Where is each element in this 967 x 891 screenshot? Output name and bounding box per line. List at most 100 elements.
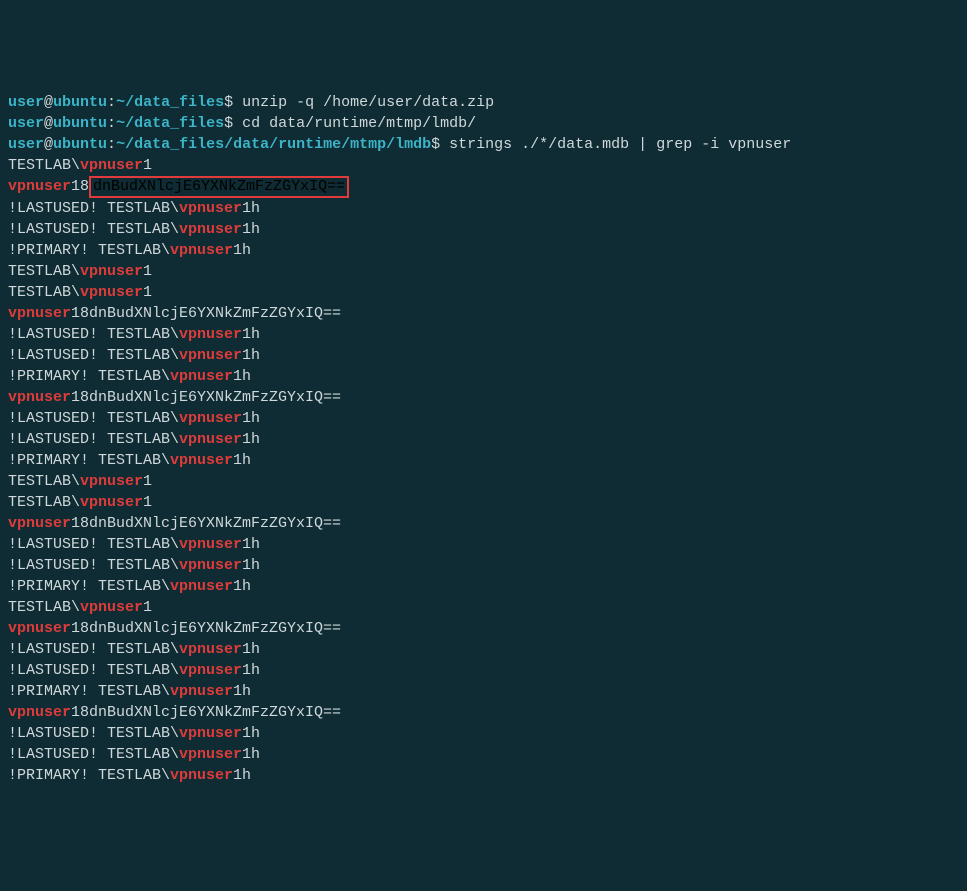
vpnuser-match: vpnuser: [179, 326, 242, 343]
lastused-prefix: !LASTUSED! TESTLAB\: [8, 410, 179, 427]
suffix-one: 1: [143, 494, 152, 511]
command-text: unzip -q /home/user/data.zip: [242, 94, 494, 111]
vpnuser-match: vpnuser: [179, 200, 242, 217]
vpnuser-match: vpnuser: [170, 452, 233, 469]
prompt-at: @: [44, 115, 53, 132]
output-line-primary: !PRIMARY! TESTLAB\vpnuser1h: [8, 366, 959, 387]
output-line-lastused: !LASTUSED! TESTLAB\vpnuser1h: [8, 744, 959, 765]
encoded-string: 18dnBudXNlcjE6YXNkZmFzZGYxIQ==: [71, 515, 341, 532]
prompt-line[interactable]: user@ubuntu:~/data_files/data/runtime/mt…: [8, 134, 959, 155]
command-text: cd data/runtime/mtmp/lmdb/: [242, 115, 476, 132]
prompt-line[interactable]: user@ubuntu:~/data_files$ unzip -q /home…: [8, 92, 959, 113]
suffix-1h: 1h: [233, 242, 251, 259]
output-line-primary: !PRIMARY! TESTLAB\vpnuser1h: [8, 681, 959, 702]
lastused-prefix: !LASTUSED! TESTLAB\: [8, 662, 179, 679]
suffix-one: 1: [143, 473, 152, 490]
encoded-string: 18dnBudXNlcjE6YXNkZmFzZGYxIQ==: [71, 620, 341, 637]
output-line-lastused: !LASTUSED! TESTLAB\vpnuser1h: [8, 723, 959, 744]
output-line-testlab: TESTLAB\vpnuser1: [8, 261, 959, 282]
output-line-encoded: vpnuser18dnBudXNlcjE6YXNkZmFzZGYxIQ==: [8, 702, 959, 723]
prompt-colon: :: [107, 94, 116, 111]
prompt-dollar: $: [431, 136, 440, 153]
testlab-prefix: TESTLAB\: [8, 494, 80, 511]
output-line-testlab: TESTLAB\vpnuser1: [8, 492, 959, 513]
prompt-colon: :: [107, 115, 116, 132]
command-text: strings ./*/data.mdb | grep -i vpnuser: [449, 136, 791, 153]
eighteen: 18: [71, 178, 89, 195]
output-line-lastused: !LASTUSED! TESTLAB\vpnuser1h: [8, 408, 959, 429]
prompt-path: ~/data_files: [116, 115, 224, 132]
vpnuser-match: vpnuser: [170, 578, 233, 595]
testlab-prefix: TESTLAB\: [8, 157, 80, 174]
vpnuser-match: vpnuser: [8, 704, 71, 721]
lastused-prefix: !LASTUSED! TESTLAB\: [8, 221, 179, 238]
lastused-prefix: !LASTUSED! TESTLAB\: [8, 326, 179, 343]
vpnuser-match: vpnuser: [179, 746, 242, 763]
prompt-dollar: $: [224, 115, 233, 132]
output-line-lastused: !LASTUSED! TESTLAB\vpnuser1h: [8, 429, 959, 450]
suffix-1h: 1h: [242, 410, 260, 427]
output-line-lastused: !LASTUSED! TESTLAB\vpnuser1h: [8, 219, 959, 240]
output-line-primary: !PRIMARY! TESTLAB\vpnuser1h: [8, 576, 959, 597]
primary-prefix: !PRIMARY! TESTLAB\: [8, 368, 170, 385]
encoded-string: 18dnBudXNlcjE6YXNkZmFzZGYxIQ==: [71, 389, 341, 406]
vpnuser-match: vpnuser: [80, 599, 143, 616]
vpnuser-match: vpnuser: [8, 178, 71, 195]
testlab-prefix: TESTLAB\: [8, 284, 80, 301]
suffix-1h: 1h: [242, 200, 260, 217]
suffix-1h: 1h: [233, 683, 251, 700]
highlighted-encoded-string: dnBudXNlcjE6YXNkZmFzZGYxIQ==: [89, 176, 349, 198]
lastused-prefix: !LASTUSED! TESTLAB\: [8, 557, 179, 574]
output-line-primary: !PRIMARY! TESTLAB\vpnuser1h: [8, 450, 959, 471]
output-line-primary: !PRIMARY! TESTLAB\vpnuser1h: [8, 240, 959, 261]
encoded-string: 18dnBudXNlcjE6YXNkZmFzZGYxIQ==: [71, 305, 341, 322]
vpnuser-match: vpnuser: [179, 410, 242, 427]
output-line-lastused: !LASTUSED! TESTLAB\vpnuser1h: [8, 345, 959, 366]
lastused-prefix: !LASTUSED! TESTLAB\: [8, 725, 179, 742]
suffix-1h: 1h: [233, 578, 251, 595]
output-line-testlab: TESTLAB\vpnuser1: [8, 471, 959, 492]
prompt-line[interactable]: user@ubuntu:~/data_files$ cd data/runtim…: [8, 113, 959, 134]
output-line-testlab: TESTLAB\vpnuser1: [8, 597, 959, 618]
vpnuser-match: vpnuser: [80, 157, 143, 174]
vpnuser-match: vpnuser: [80, 263, 143, 280]
vpnuser-match: vpnuser: [170, 242, 233, 259]
prompt-user: user: [8, 115, 44, 132]
output-line-encoded: vpnuser18dnBudXNlcjE6YXNkZmFzZGYxIQ==: [8, 303, 959, 324]
prompt-host: ubuntu: [53, 94, 107, 111]
vpnuser-match: vpnuser: [170, 368, 233, 385]
suffix-1h: 1h: [242, 662, 260, 679]
vpnuser-match: vpnuser: [8, 620, 71, 637]
prompt-path: ~/data_files/data/runtime/mtmp/lmdb: [116, 136, 431, 153]
vpnuser-match: vpnuser: [8, 515, 71, 532]
output-line-lastused: !LASTUSED! TESTLAB\vpnuser1h: [8, 660, 959, 681]
vpnuser-match: vpnuser: [8, 305, 71, 322]
suffix-1h: 1h: [242, 221, 260, 238]
primary-prefix: !PRIMARY! TESTLAB\: [8, 683, 170, 700]
suffix-1h: 1h: [242, 746, 260, 763]
lastused-prefix: !LASTUSED! TESTLAB\: [8, 347, 179, 364]
primary-prefix: !PRIMARY! TESTLAB\: [8, 767, 170, 784]
output-line-primary: !PRIMARY! TESTLAB\vpnuser1h: [8, 765, 959, 786]
vpnuser-match: vpnuser: [179, 641, 242, 658]
prompt-user: user: [8, 94, 44, 111]
vpnuser-match: vpnuser: [179, 431, 242, 448]
prompt-host: ubuntu: [53, 115, 107, 132]
vpnuser-match: vpnuser: [179, 557, 242, 574]
prompt-path: ~/data_files: [116, 94, 224, 111]
vpnuser-match: vpnuser: [80, 494, 143, 511]
suffix-1h: 1h: [242, 557, 260, 574]
prompt-dollar: $: [224, 94, 233, 111]
lastused-prefix: !LASTUSED! TESTLAB\: [8, 536, 179, 553]
prompt-colon: :: [107, 136, 116, 153]
lastused-prefix: !LASTUSED! TESTLAB\: [8, 641, 179, 658]
lastused-prefix: !LASTUSED! TESTLAB\: [8, 431, 179, 448]
suffix-1h: 1h: [242, 641, 260, 658]
suffix-1h: 1h: [242, 347, 260, 364]
suffix-one: 1: [143, 263, 152, 280]
suffix-one: 1: [143, 157, 152, 174]
vpnuser-match: vpnuser: [179, 662, 242, 679]
vpnuser-match: vpnuser: [179, 536, 242, 553]
primary-prefix: !PRIMARY! TESTLAB\: [8, 242, 170, 259]
vpnuser-match: vpnuser: [179, 725, 242, 742]
